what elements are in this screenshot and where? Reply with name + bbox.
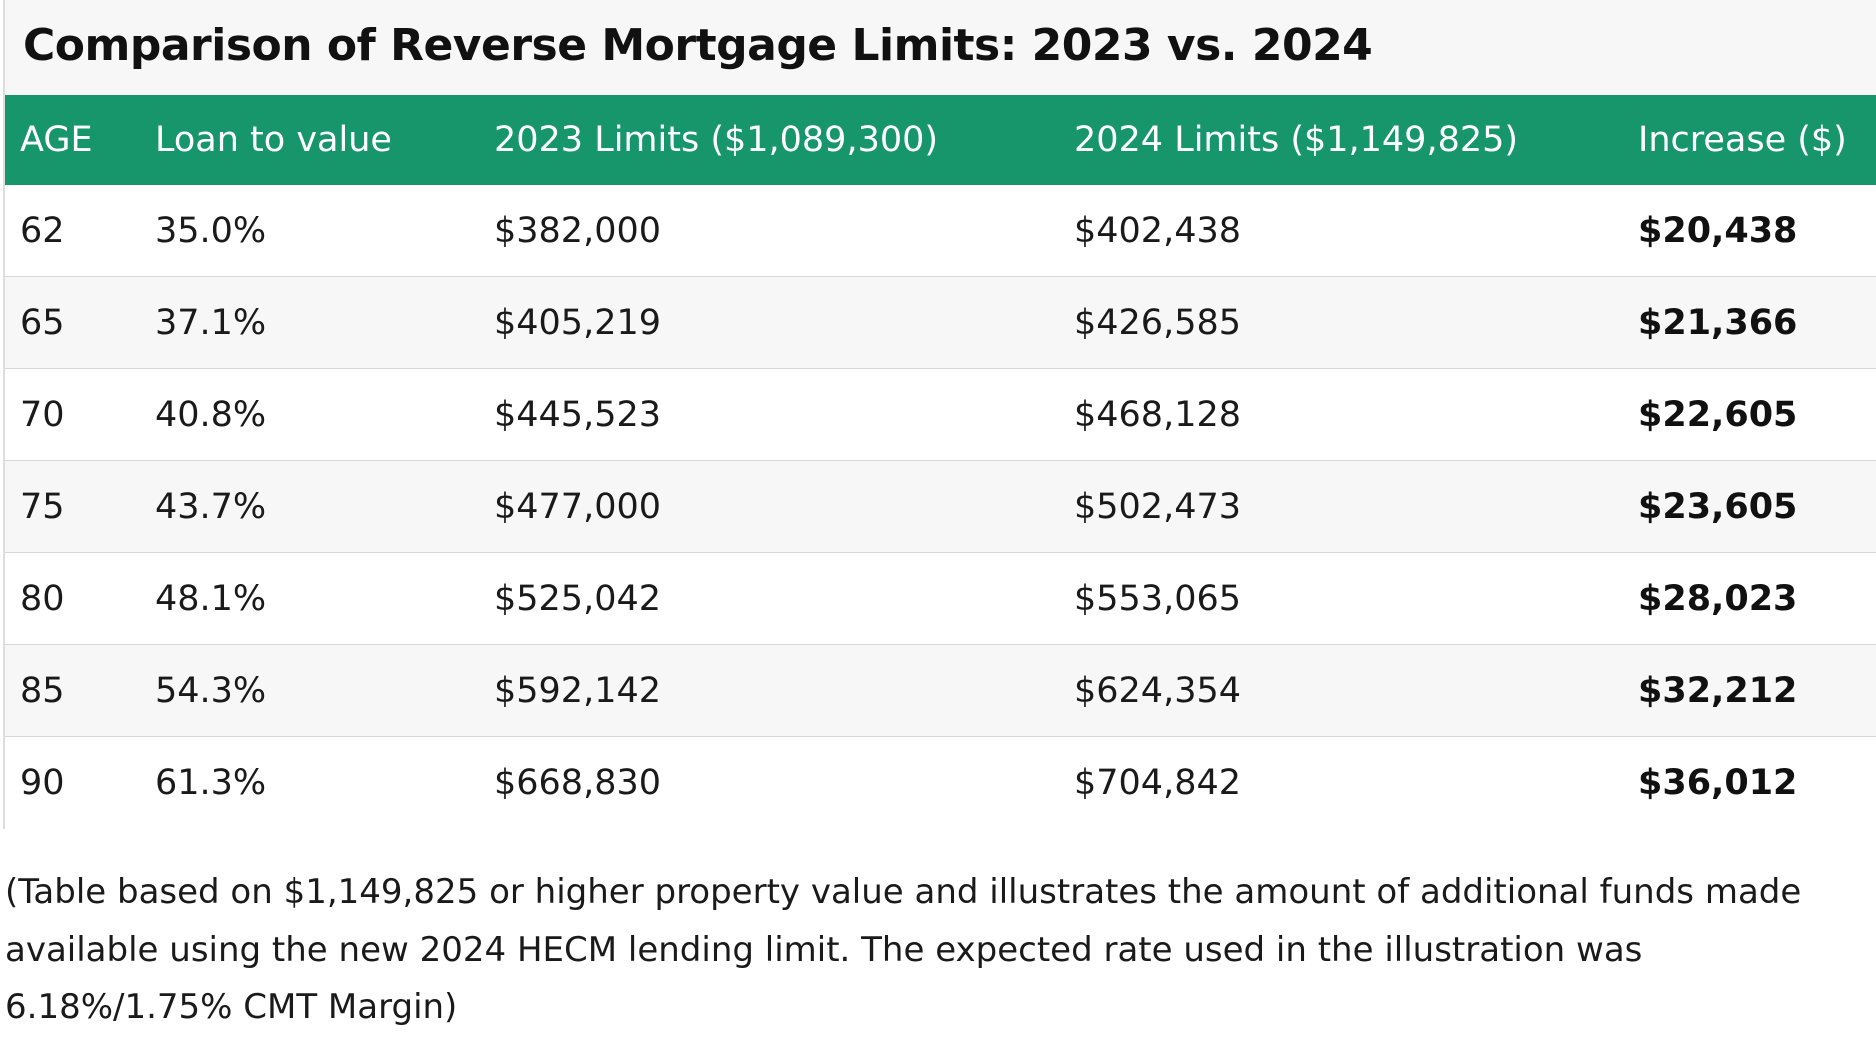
table-cell: 48.1%: [155, 578, 267, 619]
table-cell: 85: [20, 670, 65, 711]
table-cell: 62: [20, 210, 65, 251]
title-bar: Comparison of Reverse Mortgage Limits: 2…: [3, 0, 1876, 95]
table-cell: $477,000: [494, 486, 662, 527]
table-cell: $704,842: [1074, 763, 1242, 803]
table-row: 80 48.1% $525,042 $553,065 $28,023: [5, 553, 1876, 645]
table-cell: 40.8%: [155, 394, 267, 435]
table-cell: 80: [20, 578, 65, 619]
header-row: AGE Loan to value 2023 Limits ($1,089,300)…: [5, 95, 1876, 185]
table-cell: $402,438: [1074, 210, 1242, 251]
header-cell: 2023 Limits ($1,089,300): [494, 120, 939, 160]
table-cell: 75: [20, 486, 65, 527]
table-cell: $624,354: [1074, 670, 1242, 711]
table-cell: $426,585: [1074, 302, 1242, 343]
table-cell: $468,128: [1074, 394, 1242, 435]
table-cell: $502,473: [1074, 486, 1242, 527]
header-cell: Loan to value: [155, 120, 392, 160]
table-cell: $525,042: [494, 578, 662, 619]
table-row: 75 43.7% $477,000 $502,473 $23,605: [5, 461, 1876, 553]
table-cell: 35.0%: [155, 210, 267, 251]
table: AGE Loan to value 2023 Limits ($1,089,300)…: [3, 95, 1876, 829]
table-cell: 90: [20, 763, 65, 803]
table-cell: 70: [20, 394, 65, 435]
table-cell: $382,000: [494, 210, 662, 251]
footnote: (Table based on $1,149,825 or higher pro…: [5, 872, 1802, 1027]
table-row: 70 40.8% $445,523 $468,128 $22,605: [5, 369, 1876, 461]
table-row: 62 35.0% $382,000 $402,438 $20,438: [5, 185, 1876, 277]
table-cell: 54.3%: [155, 670, 267, 711]
header-cell: 2024 Limits ($1,149,825): [1074, 120, 1519, 160]
table-cell: $28,023: [1638, 578, 1798, 619]
table-cell: $20,438: [1638, 210, 1798, 251]
table-cell: 37.1%: [155, 302, 267, 343]
table-cell: $32,212: [1638, 670, 1798, 711]
table-cell: $22,605: [1638, 394, 1798, 435]
table-cell: $405,219: [494, 302, 662, 343]
header-cell: Increase ($): [1638, 120, 1847, 160]
table-cell: $668,830: [494, 763, 662, 803]
table-cell: 43.7%: [155, 486, 267, 527]
table-title: Comparison of Reverse Mortgage Limits: 2…: [23, 20, 1373, 71]
table-cell: $23,605: [1638, 486, 1798, 527]
header-cell: AGE: [20, 120, 93, 160]
table-cell: 61.3%: [155, 763, 267, 803]
table-cell: 65: [20, 302, 65, 343]
table-cell: $445,523: [494, 394, 662, 435]
table-cell: $21,366: [1638, 302, 1798, 343]
table-cell: $553,065: [1074, 578, 1242, 619]
table-row: 90 61.3% $668,830 $704,842 $36,012: [5, 737, 1876, 829]
table-row: 65 37.1% $405,219 $426,585 $21,366: [5, 277, 1876, 369]
table-cell: $36,012: [1638, 763, 1798, 803]
table-cell: $592,142: [494, 670, 662, 711]
table-row: 85 54.3% $592,142 $624,354 $32,212: [5, 645, 1876, 737]
